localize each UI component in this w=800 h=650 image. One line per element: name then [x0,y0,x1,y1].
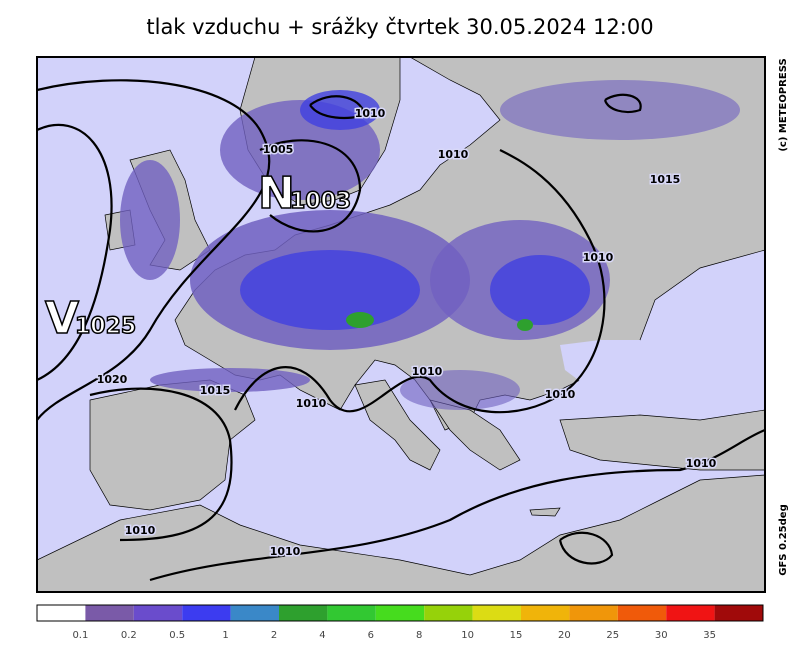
isobar-label: 1010 [412,365,443,378]
legend-tick-label: 20 [558,630,571,641]
legend-swatch [182,605,231,621]
isobar-label: 1010 [296,397,327,410]
pressure-centers: N 1003 V 1025 [44,167,352,345]
isobar-label: 1020 [97,373,128,386]
legend-swatch [666,605,715,621]
legend-swatch [424,605,473,621]
legend-tick-label: 4 [319,630,325,641]
center-value: 1025 [75,314,136,339]
map-frame [36,56,766,593]
legend-tick-label: 25 [606,630,619,641]
legend-swatch [133,605,183,621]
isobar-label: 1010 [438,148,469,161]
isobar-label: 1005 [263,143,294,156]
legend-swatch [472,605,521,621]
legend-swatch [230,605,279,621]
isobar-label: 1015 [650,173,681,186]
isobars [37,79,765,582]
legend-tick-label: 10 [461,630,474,641]
copyright: (c) METEOPRESS [778,58,789,151]
legend-swatch [279,605,328,621]
legend-tick-label: 8 [416,630,422,641]
isobar-label: 1010 [583,251,614,264]
legend-swatch [617,605,667,621]
isobar-label: 1010 [355,107,386,120]
center-value: 1003 [290,189,351,214]
title: tlak vzduchu + srážky čtvrtek 30.05.2024… [146,15,653,39]
model-label: GFS 0.25deg [778,504,789,576]
isobar-label: 1010 [270,545,301,558]
legend-tick-label: 0.1 [72,630,88,641]
legend-tick-label: 0.2 [121,630,137,641]
legend-tick-label: 30 [655,630,668,641]
center-letter: N [258,168,295,219]
map: 1010 1005 1010 1015 1010 1020 1015 1010 … [36,56,766,593]
isobar-label: 1015 [200,384,231,397]
legend-tick-label: 2 [271,630,277,641]
legend-swatch [327,605,376,621]
legend-tick-label: 35 [703,630,716,641]
legend: 0.1 0.2 0.5 1 2 4 6 8 10 15 20 25 30 35 [36,604,764,641]
legend-tick-label: 6 [368,630,374,641]
legend-tick-label: 0.5 [169,630,185,641]
legend-swatch [85,605,134,621]
legend-tick-label: 1 [222,630,228,641]
legend-swatch [714,605,763,621]
center-letter: V [45,293,79,344]
legend-swatch [375,605,425,621]
legend-swatch [521,605,570,621]
isobar-label: 1010 [686,457,717,470]
legend-tick-label: 15 [510,630,523,641]
isobar-label: 1010 [545,388,576,401]
legend-swatch [37,605,86,621]
isobar-label: 1010 [125,524,156,537]
legend-swatch [569,605,618,621]
legend-frame [36,604,764,622]
